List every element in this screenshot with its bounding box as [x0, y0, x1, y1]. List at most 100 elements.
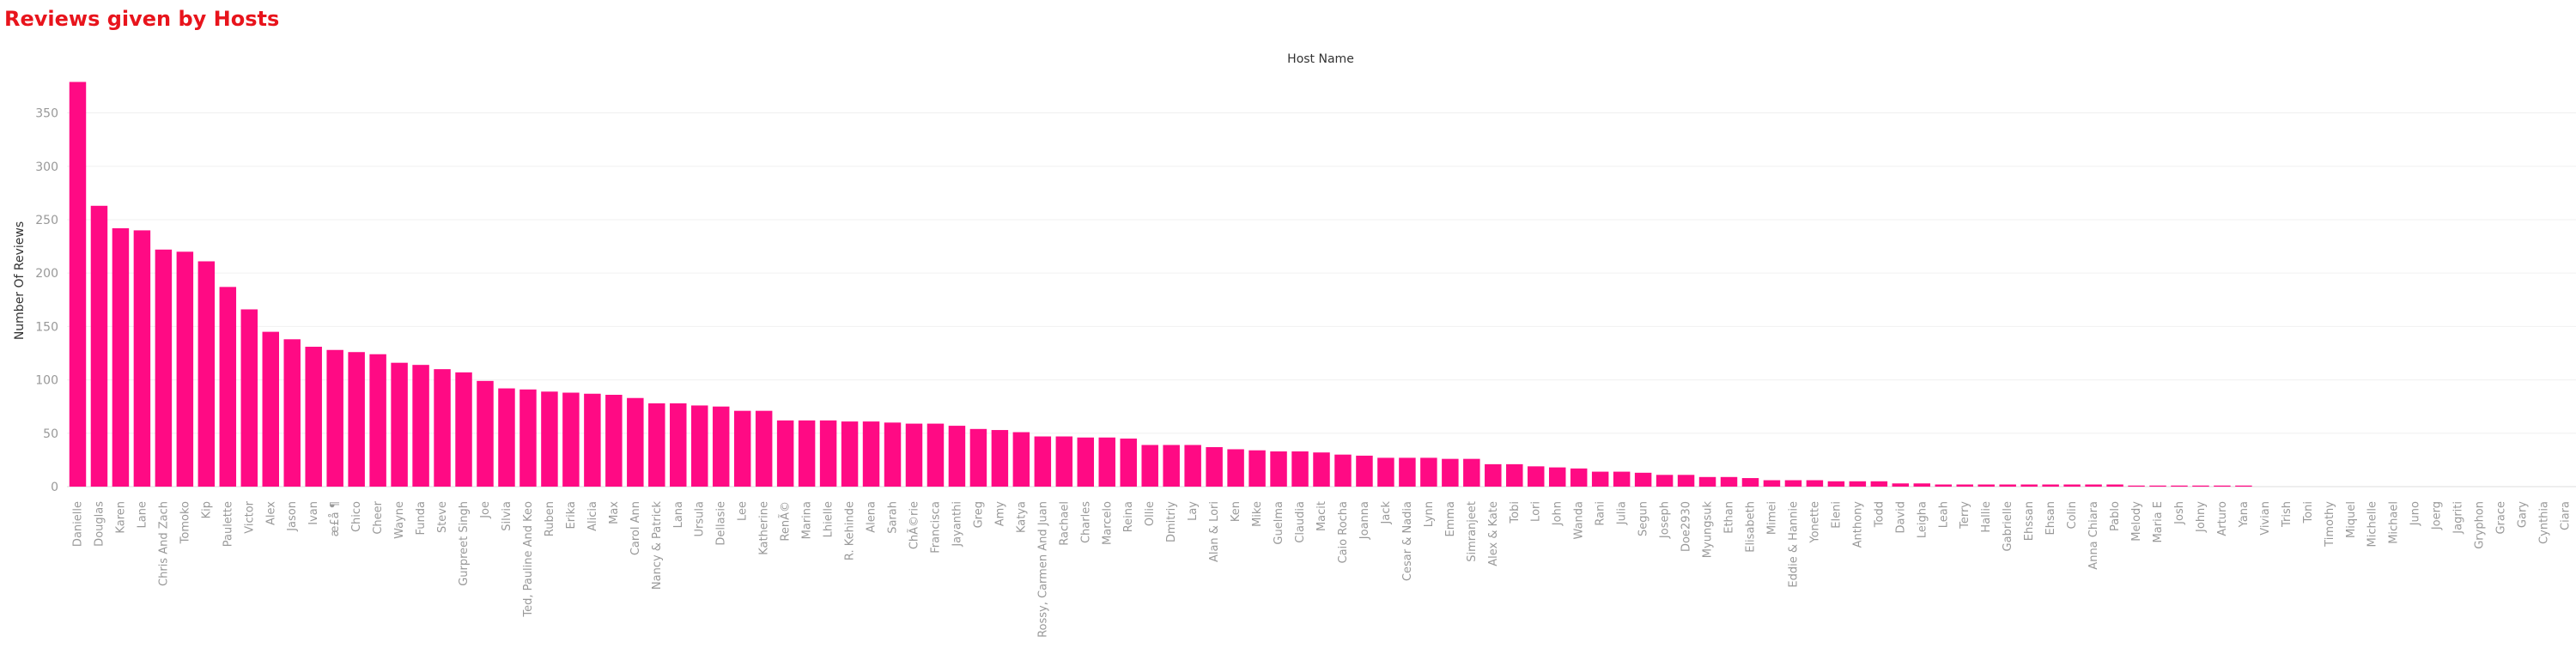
bar[interactable] — [841, 421, 859, 487]
bar[interactable] — [819, 420, 837, 487]
bar[interactable] — [262, 331, 279, 487]
bar[interactable] — [927, 423, 945, 487]
bar[interactable] — [1570, 468, 1588, 487]
bar[interactable] — [176, 251, 194, 487]
bar[interactable] — [2149, 485, 2166, 487]
bar[interactable] — [1956, 484, 1973, 487]
bar[interactable] — [733, 410, 751, 487]
bar[interactable] — [305, 347, 322, 487]
bar[interactable] — [2192, 485, 2209, 487]
bar[interactable] — [348, 352, 365, 487]
bar[interactable] — [1442, 458, 1459, 487]
bar[interactable] — [412, 365, 429, 487]
bar[interactable] — [670, 403, 687, 487]
bar[interactable] — [1806, 480, 1824, 487]
bar[interactable] — [541, 391, 558, 487]
bar[interactable] — [1270, 451, 1287, 487]
bar[interactable] — [562, 392, 580, 487]
bar[interactable] — [133, 230, 151, 487]
bar[interactable] — [1163, 445, 1180, 487]
bar[interactable] — [1120, 439, 1137, 487]
bar[interactable] — [1656, 475, 1674, 487]
bar[interactable] — [905, 423, 923, 487]
bar[interactable] — [1463, 458, 1480, 487]
bar[interactable] — [1356, 455, 1373, 487]
bar[interactable] — [519, 389, 537, 487]
bar[interactable] — [1077, 437, 1095, 487]
bar[interactable] — [1999, 484, 2016, 487]
bar[interactable] — [2106, 484, 2123, 487]
bar[interactable] — [369, 354, 386, 487]
bar[interactable] — [240, 309, 258, 487]
bar[interactable] — [755, 410, 773, 487]
bar[interactable] — [90, 205, 108, 487]
bar[interactable] — [584, 393, 601, 487]
bar[interactable] — [326, 349, 343, 487]
bar[interactable] — [1935, 484, 1952, 487]
bar[interactable] — [1720, 476, 1738, 487]
bar[interactable] — [391, 362, 408, 487]
bar[interactable] — [969, 428, 987, 487]
bar[interactable] — [1184, 445, 1201, 487]
bar[interactable] — [434, 369, 451, 487]
bar[interactable] — [798, 420, 816, 487]
bar[interactable] — [477, 380, 494, 487]
bar[interactable] — [155, 249, 173, 487]
bar[interactable] — [1613, 471, 1631, 487]
bar[interactable] — [1141, 445, 1158, 487]
bar[interactable] — [1334, 454, 1352, 487]
bar[interactable] — [1784, 480, 1802, 487]
bar[interactable] — [219, 287, 237, 487]
bar[interactable] — [1591, 471, 1609, 487]
bar[interactable] — [1677, 475, 1695, 487]
bar[interactable] — [1206, 446, 1223, 487]
bar[interactable] — [1870, 481, 1888, 487]
bar[interactable] — [1892, 483, 1910, 487]
bar[interactable] — [2214, 485, 2231, 487]
bar[interactable] — [2020, 484, 2038, 487]
bar[interactable] — [1698, 476, 1716, 487]
bar[interactable] — [455, 372, 472, 487]
bar[interactable] — [1399, 457, 1416, 487]
bar[interactable] — [2042, 484, 2059, 487]
bar[interactable] — [1055, 436, 1073, 487]
bar[interactable] — [648, 403, 665, 487]
bar[interactable] — [1506, 463, 1523, 487]
bar[interactable] — [776, 420, 794, 487]
bar[interactable] — [1485, 463, 1502, 487]
bar[interactable] — [1741, 478, 1759, 487]
bar[interactable] — [948, 426, 966, 487]
bar[interactable] — [498, 388, 515, 487]
bar[interactable] — [69, 82, 87, 487]
bar[interactable] — [1763, 480, 1781, 487]
bar[interactable] — [1420, 457, 1437, 487]
bar[interactable] — [1978, 484, 1995, 487]
bar[interactable] — [884, 422, 902, 487]
bar[interactable] — [2085, 484, 2102, 487]
bar[interactable] — [862, 421, 880, 487]
bar[interactable] — [991, 430, 1009, 487]
bar[interactable] — [1528, 466, 1545, 487]
bar[interactable] — [712, 406, 730, 487]
bar[interactable] — [1291, 451, 1309, 487]
bar[interactable] — [1634, 472, 1652, 487]
bar[interactable] — [1249, 450, 1266, 487]
bar[interactable] — [691, 405, 708, 487]
bar[interactable] — [1227, 449, 1244, 487]
bar[interactable] — [2171, 485, 2188, 487]
bar[interactable] — [2235, 485, 2252, 487]
bar[interactable] — [112, 227, 130, 487]
bar[interactable] — [1377, 457, 1394, 487]
bar[interactable] — [1098, 437, 1115, 487]
bar[interactable] — [197, 261, 216, 487]
bar[interactable] — [1034, 436, 1052, 487]
bar[interactable] — [1849, 481, 1867, 487]
bar[interactable] — [283, 339, 301, 487]
bar[interactable] — [2128, 485, 2145, 487]
bar[interactable] — [1827, 481, 1845, 487]
bar[interactable] — [605, 395, 623, 487]
bar[interactable] — [1012, 432, 1030, 487]
bar[interactable] — [2063, 484, 2081, 487]
bar[interactable] — [1313, 452, 1330, 487]
bar[interactable] — [1913, 483, 1931, 487]
